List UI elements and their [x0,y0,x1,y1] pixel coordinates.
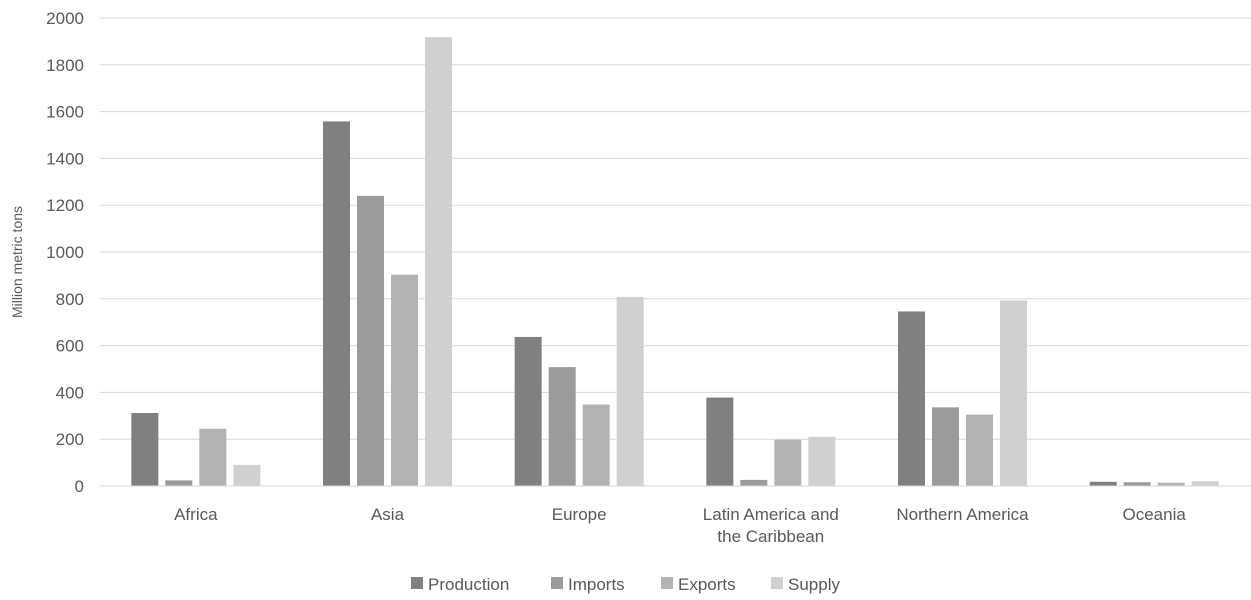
y-tick-label: 2000 [46,9,84,28]
bar-imports [1123,482,1151,486]
y-tick-label: 1600 [46,103,84,122]
y-tick-label: 200 [56,430,84,449]
bar-production [131,412,159,486]
legend-swatch-imports [551,577,563,589]
y-axis-title: Million metric tons [9,206,25,318]
legend-swatch-production [411,577,423,589]
legend-label-exports: Exports [678,575,736,594]
bar-exports [199,428,227,486]
y-tick-label: 1000 [46,243,84,262]
bar-production [898,311,925,486]
bar-production [323,121,350,486]
bar-supply [808,436,836,486]
bar-exports [1157,482,1185,486]
bar-exports [391,274,418,486]
legend-label-imports: Imports [568,575,625,594]
bar-supply [1191,481,1219,486]
bar-supply [1000,300,1027,486]
bar-production [706,397,734,486]
gridlines [100,17,1250,440]
legend-label-production: Production [428,575,509,594]
x-category-label: Latin America and [703,505,839,524]
x-category-label: Africa [174,505,218,524]
bars [131,37,1219,487]
y-tick-label: 1200 [46,196,84,215]
legend: Production Imports Exports Supply [411,575,840,594]
y-tick-label: 1800 [46,56,84,75]
y-tick-label: 1400 [46,149,84,168]
x-category-label: the Caribbean [717,527,824,546]
bar-exports [582,404,610,486]
legend-label-supply: Supply [788,575,840,594]
legend-swatch-exports [661,577,673,589]
y-tick-label: 800 [56,290,84,309]
bar-supply [425,37,452,487]
bar-imports [548,367,576,486]
bar-imports [740,479,768,486]
x-category-label: Asia [371,505,405,524]
x-category-label: Oceania [1123,505,1187,524]
x-axis-categories: Africa Asia Europe Latin America and the Car… [174,505,1186,546]
bar-exports [774,439,802,486]
y-tick-label: 0 [75,477,84,496]
x-category-label: Europe [552,505,607,524]
y-axis-ticks: 0 200 400 600 800 1000 1200 1400 1600 1800 2000 [46,9,84,496]
bar-supply [233,464,261,486]
legend-swatch-supply [771,577,783,589]
y-tick-label: 400 [56,383,84,402]
bar-imports [357,195,384,486]
bar-exports [966,414,993,486]
bar-production [514,336,542,486]
bar-supply [616,296,644,486]
bar-imports [165,480,193,486]
bar-production [1089,481,1117,486]
x-category-label: Northern America [896,505,1029,524]
y-tick-label: 600 [56,337,84,356]
bar-imports [932,407,959,486]
